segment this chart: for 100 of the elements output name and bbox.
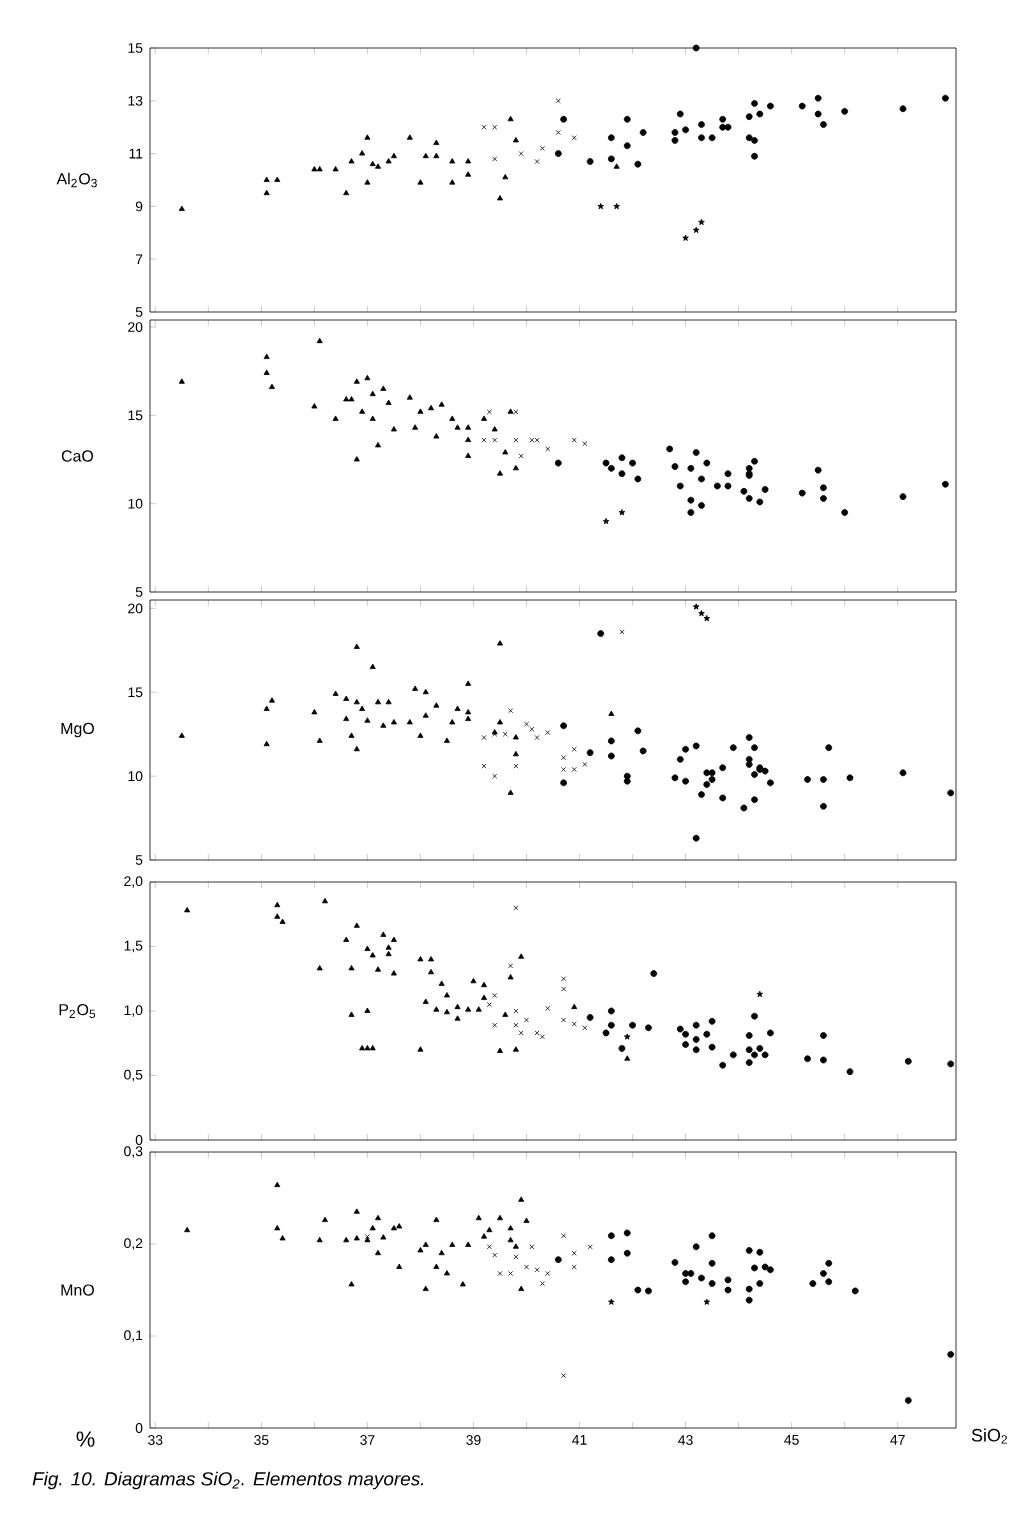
point — [708, 769, 716, 777]
point — [645, 1024, 652, 1032]
point — [359, 150, 366, 156]
point — [767, 779, 774, 787]
point — [724, 1276, 732, 1284]
point — [512, 1046, 519, 1052]
point — [767, 102, 774, 110]
point — [719, 123, 727, 131]
point — [804, 776, 811, 783]
point — [492, 773, 498, 779]
point — [529, 437, 535, 443]
point — [513, 1254, 519, 1260]
point — [486, 409, 492, 415]
point — [496, 1214, 503, 1221]
point — [534, 437, 540, 443]
point — [492, 437, 498, 443]
point — [316, 1236, 323, 1243]
point — [814, 94, 822, 102]
point — [698, 134, 705, 142]
point — [443, 1270, 450, 1276]
point — [184, 1226, 191, 1233]
point — [380, 1234, 387, 1240]
point — [438, 1249, 445, 1256]
point — [390, 152, 397, 159]
point — [698, 121, 705, 128]
point — [454, 1015, 461, 1021]
point — [671, 463, 679, 470]
point — [708, 1017, 716, 1025]
point — [586, 749, 594, 757]
point — [449, 719, 456, 725]
point — [745, 1296, 753, 1304]
point — [311, 709, 318, 715]
point — [369, 663, 376, 669]
point — [268, 383, 275, 390]
point — [263, 176, 270, 182]
point — [513, 437, 519, 443]
point — [745, 464, 753, 472]
point — [756, 1280, 764, 1287]
point — [454, 1003, 461, 1010]
point — [529, 726, 535, 732]
point — [375, 1249, 381, 1256]
point — [904, 1057, 912, 1065]
point — [534, 1267, 540, 1273]
point — [390, 719, 397, 725]
point — [184, 907, 191, 913]
point — [433, 433, 440, 439]
point — [486, 1002, 492, 1008]
point — [560, 115, 567, 123]
point — [396, 1223, 403, 1229]
point — [561, 766, 567, 772]
point — [433, 1263, 440, 1269]
point — [385, 944, 392, 950]
point — [507, 974, 514, 980]
point — [492, 1022, 498, 1028]
point — [724, 123, 732, 131]
point — [507, 408, 514, 414]
point — [623, 1249, 631, 1257]
point — [412, 424, 419, 430]
point — [508, 1270, 514, 1276]
point — [708, 1280, 716, 1287]
point — [353, 1235, 360, 1241]
point — [820, 1056, 827, 1064]
point — [751, 100, 758, 107]
point — [555, 98, 561, 104]
point — [496, 195, 503, 201]
point — [756, 1045, 764, 1052]
point — [539, 145, 545, 151]
point — [518, 151, 524, 157]
point — [523, 1017, 529, 1023]
point — [353, 1208, 360, 1214]
point — [571, 1250, 577, 1256]
point — [687, 496, 695, 504]
point — [518, 1030, 524, 1036]
point — [756, 1248, 764, 1256]
point — [698, 791, 705, 798]
point — [745, 1032, 753, 1039]
point — [687, 1270, 695, 1277]
point — [343, 936, 350, 942]
point — [422, 712, 429, 718]
point — [751, 152, 758, 160]
point — [545, 1005, 551, 1011]
point — [703, 1030, 711, 1038]
point — [465, 1006, 472, 1012]
point — [406, 719, 413, 725]
point — [438, 980, 445, 986]
point — [545, 446, 551, 452]
point — [496, 719, 503, 725]
point — [602, 459, 610, 467]
point — [613, 203, 620, 210]
point — [698, 502, 705, 509]
point — [761, 486, 769, 493]
point — [465, 1241, 472, 1247]
point — [353, 643, 360, 649]
point — [353, 698, 360, 705]
point — [703, 1298, 711, 1305]
point — [417, 732, 424, 738]
point — [343, 715, 350, 721]
point — [561, 1373, 567, 1379]
point — [698, 610, 705, 617]
point — [613, 163, 620, 169]
